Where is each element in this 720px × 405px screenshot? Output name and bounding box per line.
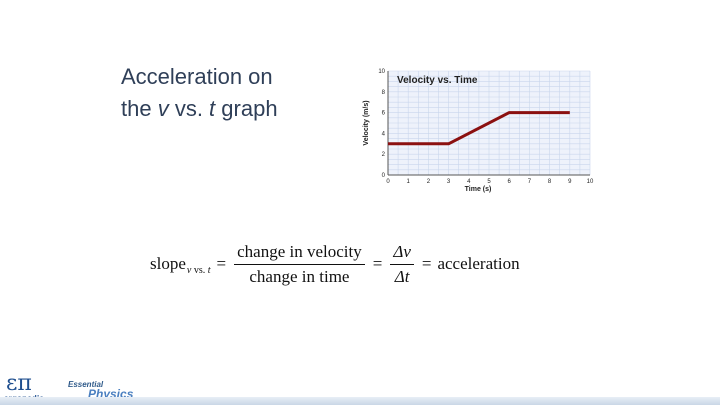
x-tick-label: 5 <box>487 179 491 185</box>
y-tick-labels: 0 2 4 6 8 10 <box>378 69 385 179</box>
title-line-1: Acceleration on <box>121 64 273 89</box>
title-var-t: t <box>209 96 216 121</box>
title-text-the: the <box>121 96 158 121</box>
fraction-denominator-words: change in time <box>249 266 350 286</box>
subscript-vs: vs. <box>191 264 208 276</box>
x-tick-label: 2 <box>427 179 431 185</box>
equals-sign-1: = <box>216 254 227 273</box>
title-text-graph: graph <box>215 96 278 121</box>
x-tick-labels: 0 1 2 3 4 5 6 7 8 9 10 <box>386 179 594 185</box>
x-tick-label: 3 <box>447 179 451 185</box>
y-tick-label: 10 <box>378 69 385 75</box>
y-tick-label: 2 <box>382 152 386 158</box>
title-text-vs: vs. <box>168 96 210 121</box>
x-tick-label: 7 <box>528 179 532 185</box>
x-tick-label: 0 <box>386 179 390 185</box>
y-tick-label: 8 <box>382 90 386 96</box>
slope-word: slope <box>150 254 186 273</box>
y-axis-label: Velocity (m/s) <box>363 100 370 145</box>
fraction-denominator-delta-t: Δt <box>394 266 410 286</box>
chart-axes <box>387 71 590 176</box>
x-axis-label: Time (s) <box>465 186 492 193</box>
subscript-t: t <box>207 264 211 276</box>
ergopedia-symbol: επ <box>6 371 32 396</box>
fraction-symbols: Δv Δt <box>390 242 414 287</box>
y-tick-label: 4 <box>382 131 386 137</box>
fraction-numerator-words: change in velocity <box>234 242 365 265</box>
subscript-v: v <box>186 264 192 276</box>
x-tick-label: 6 <box>508 179 512 185</box>
series-line <box>388 111 570 146</box>
footer-band <box>0 397 720 405</box>
x-tick-label: 10 <box>587 179 594 185</box>
x-tick-label: 1 <box>407 179 411 185</box>
x-tick-label: 8 <box>548 179 552 185</box>
title-var-v: v <box>157 96 169 121</box>
slope-equation: slope v vs. t = change in velocity change… <box>150 236 520 292</box>
slope-term: slope v vs. t <box>150 254 211 276</box>
velocity-time-chart: Velocity vs. Time 0 1 2 3 4 5 6 7 8 9 10 0 2 4 6 8 10 T… <box>363 69 594 193</box>
equals-sign-2: = <box>372 254 383 273</box>
acceleration-word: acceleration <box>437 254 520 273</box>
slide-title: Acceleration on the v vs. t graph <box>121 61 341 125</box>
x-tick-label: 9 <box>568 179 572 185</box>
slope-subscript: v vs. t <box>187 265 211 276</box>
fraction-numerator-delta-v: Δv <box>390 242 414 265</box>
x-tick-label: 4 <box>467 179 471 185</box>
brand-essential: Essential <box>68 380 104 389</box>
title-line-2: the v vs. t graph <box>121 93 341 125</box>
chart-title: Velocity vs. Time <box>397 75 478 86</box>
y-tick-label: 0 <box>382 173 386 179</box>
fraction-words: change in velocity change in time <box>234 242 365 287</box>
y-tick-label: 6 <box>382 111 386 117</box>
equals-sign-3: = <box>421 254 432 273</box>
